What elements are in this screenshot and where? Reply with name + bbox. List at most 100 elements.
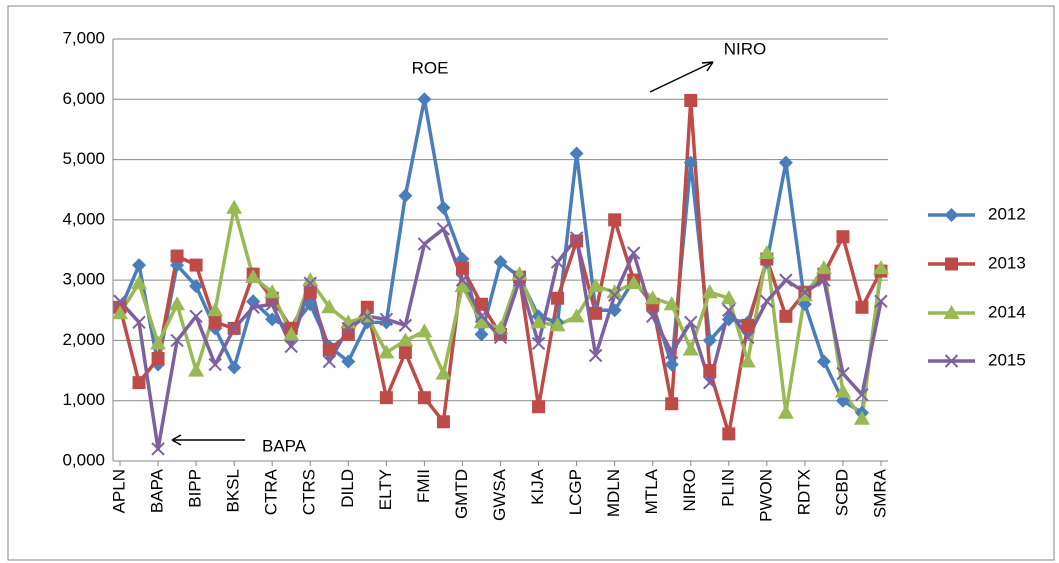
marker	[703, 364, 717, 378]
marker	[607, 303, 622, 318]
marker	[834, 383, 851, 398]
marker	[360, 309, 375, 324]
marker	[778, 155, 793, 170]
marker	[570, 234, 584, 248]
marker	[625, 275, 642, 290]
x-tick-label: BIPP	[186, 469, 205, 508]
marker	[188, 362, 205, 377]
marker	[816, 354, 831, 369]
marker	[341, 321, 356, 336]
marker	[417, 391, 431, 405]
marker	[473, 314, 490, 329]
marker	[378, 344, 395, 359]
marker	[569, 231, 584, 245]
marker	[321, 299, 338, 314]
x-tick-label: NIRO	[680, 469, 699, 512]
x-tick-label: CTRS	[300, 469, 319, 515]
x-tick-label: RDTX	[794, 469, 813, 515]
x-tick-label: LCGP	[566, 469, 585, 515]
x-tick-label: SMRA	[870, 468, 889, 518]
marker	[398, 318, 413, 333]
marker	[836, 366, 850, 381]
x-tick-label: ELTY	[376, 469, 395, 510]
marker	[722, 303, 736, 317]
marker	[722, 427, 736, 441]
marker	[530, 314, 547, 329]
x-tick-label: PLIN	[718, 469, 737, 507]
marker	[341, 354, 356, 369]
marker	[303, 276, 317, 290]
marker	[512, 273, 527, 287]
marker	[549, 317, 566, 332]
marker	[189, 258, 203, 272]
marker	[873, 260, 889, 275]
marker	[150, 335, 167, 350]
marker	[721, 312, 736, 327]
marker	[531, 336, 546, 351]
marker	[436, 222, 451, 236]
marker	[855, 387, 869, 402]
marker	[208, 357, 222, 372]
marker	[474, 297, 488, 311]
marker	[682, 341, 699, 356]
y-tick-label: 3,000	[62, 270, 105, 289]
marker	[398, 345, 412, 359]
marker	[284, 339, 298, 354]
x-tick-label: BKSL	[224, 469, 243, 512]
marker	[112, 305, 128, 320]
annotation: NIRO	[724, 39, 767, 58]
marker	[417, 237, 432, 251]
marker	[379, 312, 394, 327]
x-tick-label: PWON	[756, 469, 775, 522]
marker	[170, 333, 184, 348]
marker	[817, 273, 831, 287]
marker	[855, 300, 869, 314]
marker	[683, 155, 698, 170]
marker	[436, 415, 450, 429]
marker	[836, 230, 850, 244]
marker	[245, 269, 262, 284]
marker	[493, 330, 508, 345]
marker	[208, 315, 222, 329]
marker	[874, 294, 888, 308]
y-tick-label: 6,000	[62, 89, 105, 108]
legend-label: 2013	[988, 253, 1026, 272]
marker	[568, 308, 585, 323]
x-tick-label: FMII	[414, 469, 433, 503]
marker	[132, 376, 146, 390]
annotation-arrow	[649, 61, 714, 93]
marker	[551, 291, 565, 305]
legend-label: 2012	[988, 204, 1026, 223]
marker	[132, 258, 147, 273]
marker	[397, 332, 414, 347]
marker	[189, 279, 204, 294]
marker	[322, 354, 336, 369]
y-tick-label: 7,000	[62, 28, 105, 47]
marker	[684, 315, 698, 330]
marker	[550, 255, 565, 269]
marker	[227, 321, 241, 336]
marker	[455, 261, 469, 275]
marker	[741, 318, 755, 332]
y-tick-label: 0,000	[62, 450, 105, 469]
marker	[532, 400, 546, 414]
marker	[944, 354, 959, 368]
marker	[569, 146, 584, 161]
marker	[265, 312, 280, 327]
annotation-arrowhead	[701, 61, 714, 72]
marker	[189, 309, 203, 324]
x-tick-label: CTRA	[262, 468, 281, 515]
marker	[684, 93, 698, 107]
marker	[606, 284, 623, 299]
y-tick-label: 2,000	[62, 330, 105, 349]
marker	[454, 278, 471, 293]
marker	[493, 255, 508, 270]
marker	[379, 315, 394, 330]
marker	[644, 290, 661, 305]
marker	[379, 391, 393, 405]
marker	[760, 294, 774, 308]
x-tick-label: MDLN	[604, 469, 623, 517]
marker	[589, 306, 603, 320]
marker	[588, 348, 603, 363]
